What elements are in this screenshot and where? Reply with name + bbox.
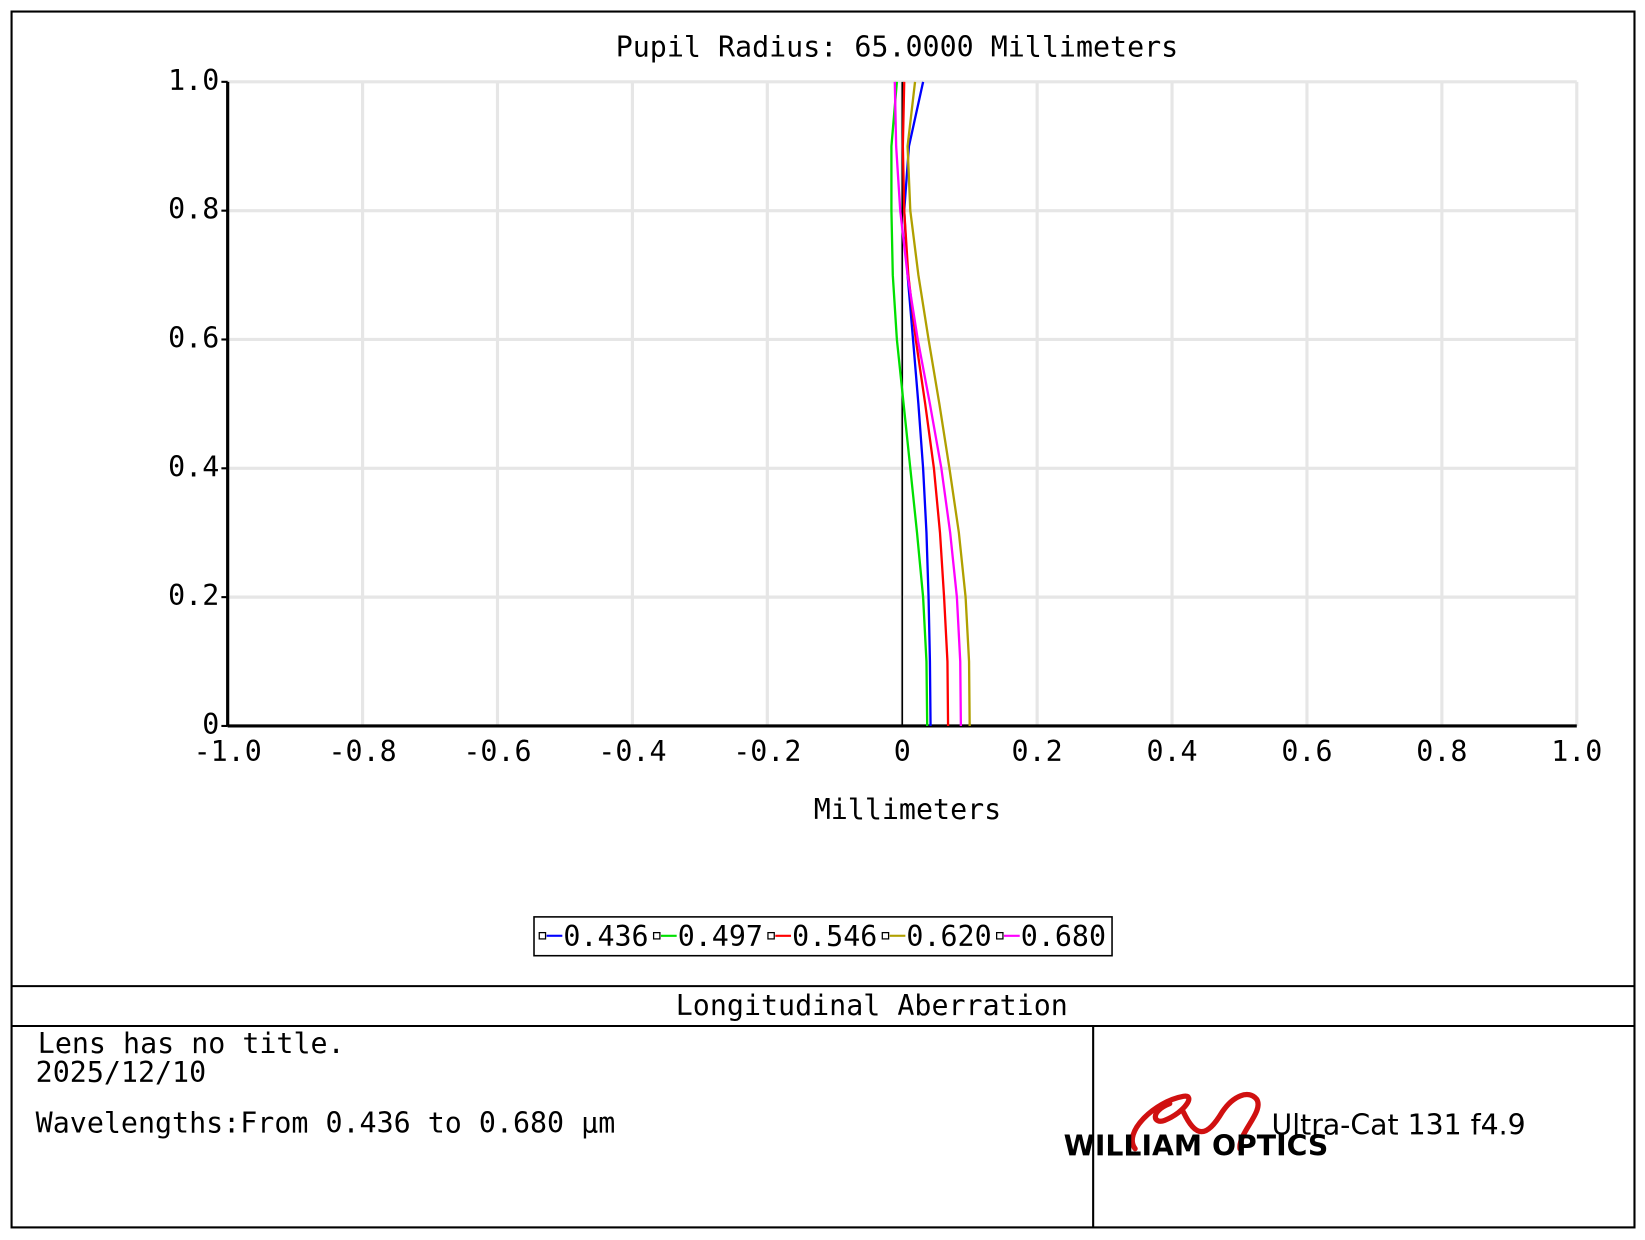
legend-label: 0.546 bbox=[792, 920, 877, 953]
legend-label: 0.620 bbox=[906, 920, 991, 953]
aberration-curve bbox=[890, 81, 929, 726]
x-axis-label: Millimeters bbox=[814, 793, 1002, 826]
aberration-curve bbox=[893, 81, 963, 726]
x-tick-label: 0.2 bbox=[1012, 735, 1063, 768]
x-tick-label: -0.2 bbox=[733, 735, 801, 768]
legend-marker bbox=[538, 931, 547, 940]
frame bbox=[10, 10, 1636, 1229]
legend-label: 0.436 bbox=[563, 920, 648, 953]
y-tick-label: 0.6 bbox=[168, 321, 219, 354]
x-tick-label: -1.0 bbox=[194, 735, 262, 768]
aberration-curve bbox=[903, 81, 932, 726]
legend-marker bbox=[996, 931, 1004, 940]
wavelengths: Wavelengths:From 0.436 to 0.680 µm bbox=[36, 1107, 616, 1140]
y-tick-label: 0.8 bbox=[168, 193, 219, 226]
plot-name: Longitudinal Aberration bbox=[676, 989, 1068, 1022]
x-tick-label: 1.0 bbox=[1551, 735, 1602, 768]
legend bbox=[533, 916, 1113, 957]
logo bbox=[1129, 1092, 1261, 1152]
lens-title: Lens has no title. bbox=[38, 1027, 345, 1060]
x-tick-label: -0.4 bbox=[598, 735, 666, 768]
date: 2025/12/10 bbox=[36, 1056, 206, 1089]
product-name: Ultra-Cat 131 f4.9 bbox=[1272, 1109, 1526, 1142]
chart-title: Pupil Radius: 65.0000 Millimeters bbox=[616, 30, 1179, 63]
legend-label: 0.680 bbox=[1021, 920, 1106, 953]
x-tick-label: 0.6 bbox=[1281, 735, 1332, 768]
legend-label: 0.497 bbox=[678, 920, 763, 953]
x-tick-label: 0.8 bbox=[1416, 735, 1467, 768]
legend-marker bbox=[881, 931, 890, 940]
legend-marker bbox=[767, 931, 775, 940]
x-tick-label: 0 bbox=[894, 735, 911, 768]
aberration-curve bbox=[901, 81, 950, 726]
x-tick-label: -0.8 bbox=[328, 735, 396, 768]
x-tick-label: 0.4 bbox=[1146, 735, 1197, 768]
y-tick-label: 1.0 bbox=[168, 64, 219, 97]
y-tick-label: 0.2 bbox=[168, 579, 219, 612]
logo-text: WILLIAM OPTICS bbox=[1064, 1130, 1329, 1163]
aberration-curve bbox=[906, 81, 971, 726]
x-tick-label: -0.6 bbox=[463, 735, 531, 768]
y-tick-label: 0 bbox=[202, 708, 219, 741]
legend-marker bbox=[652, 931, 661, 940]
y-tick-label: 0.4 bbox=[168, 450, 219, 483]
